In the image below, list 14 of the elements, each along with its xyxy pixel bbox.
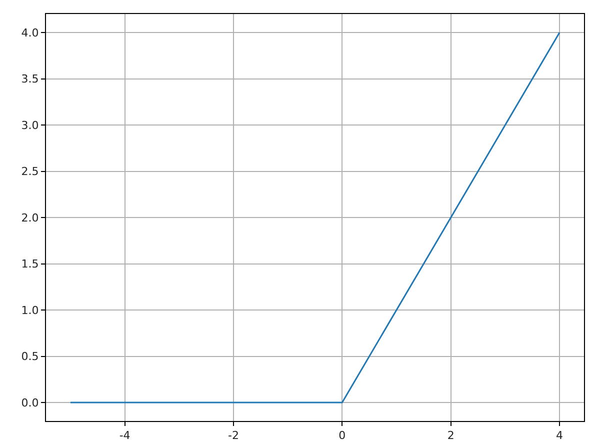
y-tick-label: 2.0 — [21, 211, 39, 224]
y-tick-label: 3.5 — [21, 72, 39, 86]
x-tick-label: 0 — [338, 429, 346, 442]
x-tick-label: 4 — [556, 429, 564, 442]
y-tick-label: 0.5 — [21, 350, 39, 364]
y-tick-label: 1.5 — [21, 258, 39, 271]
y-tick-label: 0.0 — [21, 396, 39, 410]
y-tick-label: 4.0 — [21, 26, 39, 40]
x-tick-label: 2 — [447, 429, 454, 442]
y-tick-label: 3.0 — [21, 118, 39, 132]
x-tick-label: -4 — [119, 429, 130, 442]
y-tick-label: 2.5 — [21, 165, 39, 178]
x-tick-label: -2 — [228, 429, 239, 442]
y-tick-label: 1.0 — [21, 304, 39, 317]
